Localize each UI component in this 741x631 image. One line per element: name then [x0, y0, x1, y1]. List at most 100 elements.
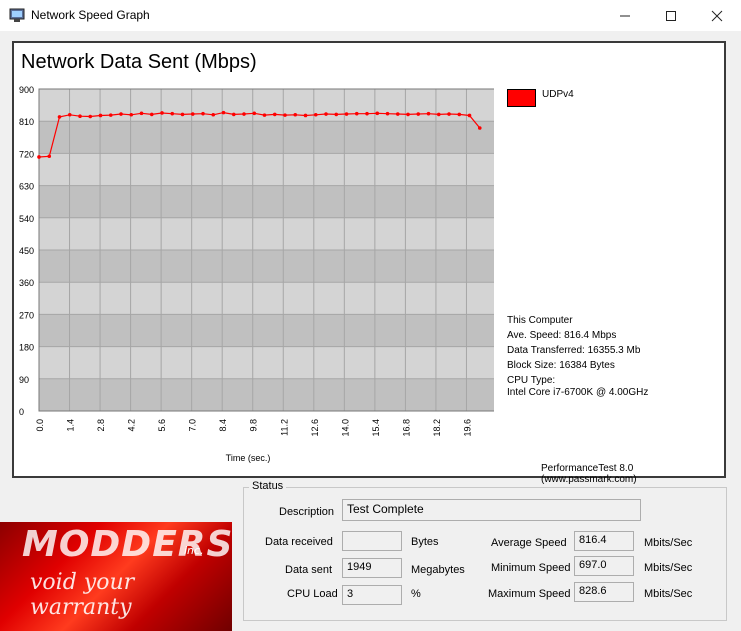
x-tick-label: 5.6	[157, 419, 167, 432]
data-point	[416, 112, 421, 116]
data-point	[98, 113, 103, 118]
info-block-size: Block Size: 16384 Bytes	[507, 360, 615, 371]
data-point	[88, 114, 93, 119]
data-point	[457, 112, 462, 117]
y-tick-label: 810	[19, 117, 34, 127]
data-point	[293, 112, 298, 117]
data-point	[78, 114, 82, 118]
close-icon	[711, 10, 723, 21]
data-point	[406, 112, 410, 117]
maximize-button[interactable]	[648, 0, 694, 31]
data-sent-label: Data sent	[285, 564, 333, 576]
maximum-speed-unit: Mbits/Sec	[644, 588, 693, 600]
data-point	[190, 112, 195, 116]
data-point	[272, 112, 277, 117]
data-point	[375, 111, 380, 116]
data-point	[252, 111, 257, 116]
info-heading: This Computer	[507, 315, 573, 326]
x-tick-label: 4.2	[127, 419, 137, 432]
plot-band	[39, 378, 494, 411]
plot-band	[39, 89, 494, 122]
data-point	[139, 111, 144, 116]
logo-brand: MODDERS	[22, 524, 232, 565]
cpu-load-label: CPU Load	[287, 588, 338, 600]
plot-band	[39, 217, 494, 250]
data-point	[119, 112, 123, 116]
data-point	[211, 112, 216, 117]
cpu-load-unit: %	[411, 588, 421, 600]
data-point	[426, 111, 431, 116]
x-tick-label: 2.8	[96, 419, 106, 432]
data-point	[447, 112, 451, 116]
x-tick-label: 7.0	[188, 419, 198, 432]
data-sent-field[interactable]: 1949	[342, 558, 402, 578]
legend-label-udpv4: UDPv4	[542, 89, 574, 100]
data-received-field[interactable]	[342, 531, 402, 551]
data-point	[467, 113, 472, 118]
info-cpu-type: Intel Core i7-6700K @ 4.00GHz	[507, 387, 649, 398]
y-tick-label: 90	[19, 375, 29, 385]
plot-band	[39, 282, 494, 315]
data-point	[324, 112, 328, 116]
y-tick-label: 0	[19, 407, 24, 417]
data-point	[160, 111, 164, 115]
x-tick-label: 0.0	[35, 419, 45, 432]
info-data-transferred: Data Transferred: 16355.3 Mb	[507, 345, 641, 356]
data-point	[354, 111, 359, 116]
x-tick-label: 14.0	[340, 419, 350, 437]
x-tick-label: 9.8	[249, 419, 259, 432]
x-tick-label: 8.4	[218, 419, 228, 432]
average-speed-field[interactable]: 816.4	[574, 531, 634, 551]
cpu-load-field[interactable]: 3	[342, 585, 402, 605]
x-tick-label: 18.2	[432, 419, 442, 437]
credit-text: PerformanceTest 8.0 (www.passmark.com)	[541, 463, 637, 485]
minimum-speed-field[interactable]: 697.0	[574, 556, 634, 576]
maximum-speed-label: Maximum Speed	[488, 588, 571, 600]
x-axis-label: Time (sec.)	[226, 453, 271, 463]
data-point	[242, 112, 246, 116]
average-speed-label: Average Speed	[491, 537, 567, 549]
plot-band	[39, 121, 494, 154]
x-tick-label: 12.6	[310, 419, 320, 437]
description-field[interactable]: Test Complete	[342, 499, 641, 521]
data-point	[334, 112, 339, 117]
average-speed-unit: Mbits/Sec	[644, 537, 693, 549]
minimize-icon	[620, 15, 630, 16]
modders-inc-logo: MODDERS inc. void your warranty	[0, 522, 232, 631]
data-point	[129, 112, 134, 117]
chart-title: Network Data Sent (Mbps)	[21, 51, 257, 73]
data-point	[180, 112, 185, 117]
info-ave-speed: Ave. Speed: 816.4 Mbps	[507, 330, 617, 341]
data-point	[262, 113, 267, 117]
info-cpu-type-label: CPU Type:	[507, 375, 556, 386]
x-tick-label: 15.4	[371, 419, 381, 437]
data-point	[303, 113, 308, 118]
legend-swatch-udpv4	[507, 89, 536, 107]
data-point	[365, 111, 369, 116]
plot-band	[39, 314, 494, 347]
data-point	[344, 112, 349, 116]
data-point	[313, 112, 318, 117]
maximize-icon	[666, 10, 676, 21]
plot-border	[38, 88, 494, 412]
plot-band	[39, 153, 494, 186]
y-tick-label: 360	[19, 278, 34, 288]
title-bar: Network Speed Graph	[0, 0, 741, 31]
maximum-speed-field[interactable]: 828.6	[574, 582, 634, 602]
data-point	[231, 112, 236, 117]
data-received-label: Data received	[265, 536, 333, 548]
data-point	[201, 111, 205, 116]
status-group-label: Status	[249, 480, 287, 492]
x-tick-label: 16.8	[401, 419, 411, 437]
plot-band	[39, 346, 494, 379]
plot-band	[39, 250, 494, 283]
data-point	[149, 112, 154, 117]
data-point	[477, 126, 482, 130]
data-point	[436, 112, 441, 117]
data-point	[395, 112, 400, 116]
window-title: Network Speed Graph	[31, 8, 150, 22]
description-label: Description	[279, 506, 335, 518]
minimize-button[interactable]	[602, 0, 648, 31]
x-tick-label: 11.2	[279, 419, 289, 436]
close-button[interactable]	[694, 0, 740, 31]
